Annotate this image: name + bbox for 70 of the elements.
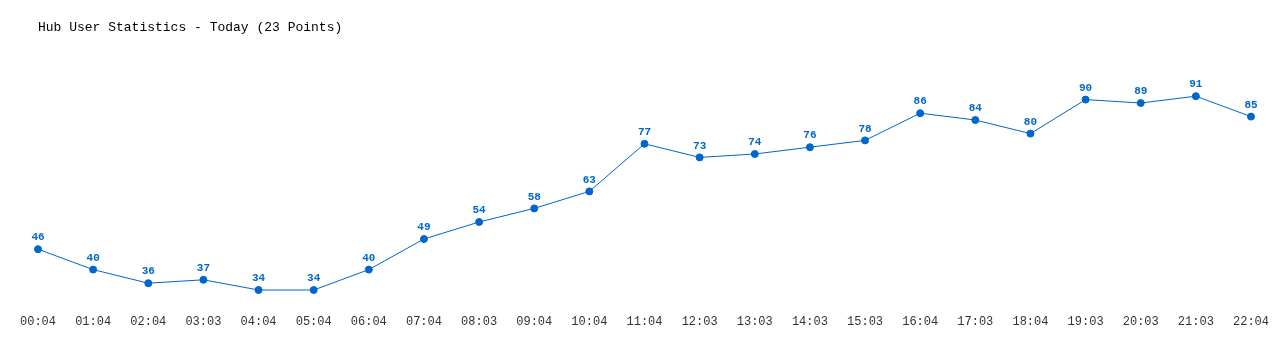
point (1136, 99, 1145, 107)
x-tick-label: 06:04 (350, 314, 387, 329)
x-tick-label: 16:04 (902, 314, 939, 329)
x-tick-label: 18:04 (1012, 314, 1049, 329)
point (89, 265, 98, 274)
data-label: 91 (1189, 78, 1203, 91)
data-label: 34 (307, 272, 321, 285)
point (1247, 112, 1255, 121)
data-label: 37 (196, 262, 211, 275)
point (199, 275, 208, 284)
chart-title: Hub User Statistics - Today (23 Points) (38, 20, 343, 36)
point (750, 150, 759, 158)
data-label: 63 (582, 173, 597, 186)
point (805, 143, 814, 152)
x-tick-label: 12:03 (681, 314, 718, 329)
x-tick-label: 05:04 (295, 314, 332, 329)
data-label: 36 (141, 265, 155, 278)
point (916, 109, 925, 118)
data-label: 89 (1134, 85, 1148, 98)
data-label: 76 (803, 129, 817, 142)
x-tick-label: 15:03 (847, 314, 884, 329)
data-label: 58 (527, 190, 542, 203)
x-tick-label: 01:04 (75, 314, 112, 329)
x-tick-label: 10:04 (571, 314, 608, 329)
data-label: 84 (968, 102, 983, 115)
data-label: 54 (472, 204, 487, 217)
point (861, 136, 870, 145)
data-label: 90 (1078, 81, 1093, 94)
data-label: 73 (693, 139, 707, 152)
data-label: 49 (417, 221, 431, 234)
point (640, 139, 649, 148)
data-label: 85 (1244, 98, 1258, 111)
x-tick-label: 09:04 (516, 314, 553, 329)
x-tick-label: 22:04 (1232, 314, 1269, 329)
x-tick-label: 00:04 (19, 314, 57, 329)
x-tick-label: 14:03 (791, 314, 828, 329)
point (1191, 92, 1200, 101)
point (1026, 129, 1035, 138)
x-tick-label: 04:04 (240, 314, 277, 329)
point (364, 265, 373, 274)
point (144, 279, 153, 288)
data-label: 80 (1023, 115, 1038, 128)
x-tick-label: 11:04 (626, 314, 663, 329)
x-tick-label: 02:04 (130, 314, 167, 329)
x-tick-label: 21:03 (1177, 314, 1214, 329)
x-tick-label: 19:03 (1067, 314, 1104, 329)
x-tick-label: 07:04 (405, 314, 442, 329)
x-tick-label: 03:03 (185, 314, 222, 329)
point (254, 286, 263, 294)
point (475, 218, 484, 226)
point (695, 153, 704, 162)
data-label: 77 (637, 126, 652, 139)
point (419, 235, 428, 243)
data-label: 78 (858, 122, 873, 135)
data-label: 86 (913, 95, 927, 108)
point (585, 187, 594, 196)
x-tick-label: 13:03 (736, 314, 773, 329)
point (971, 116, 980, 124)
point (34, 245, 42, 254)
x-tick-label: 08:03 (461, 314, 498, 329)
data-label: 46 (31, 231, 45, 244)
data-label: 40 (362, 251, 376, 264)
x-tick-label: 20:03 (1122, 314, 1159, 329)
data-label: 34 (251, 272, 266, 285)
point (1081, 95, 1090, 104)
x-tick-label: 17:03 (957, 314, 994, 329)
data-label: 40 (86, 251, 100, 264)
point (530, 204, 539, 213)
data-label: 74 (748, 136, 762, 149)
point (309, 286, 318, 294)
